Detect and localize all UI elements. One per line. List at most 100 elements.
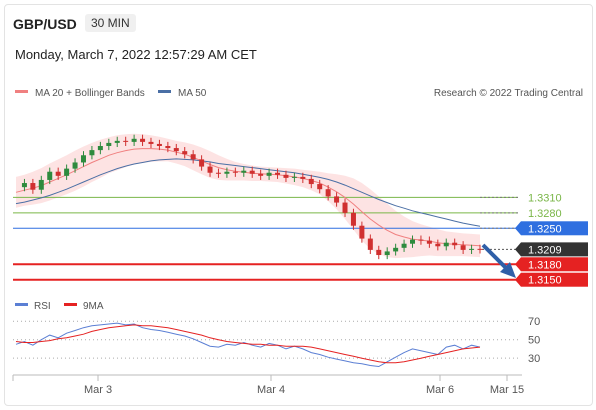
candle-body [123,140,129,142]
rsi-tick-label: 50 [528,335,540,347]
candle-body [249,170,255,174]
label-pointer [515,221,521,236]
x-axis: Mar 3 Mar 4 Mar 6 Mar 15 [12,374,524,396]
chart-datetime: Monday, March 7, 2022 12:57:29 AM CET [15,47,257,62]
candle-body [140,138,146,142]
candle-body [258,173,264,176]
candle-body [384,251,390,256]
candle-body [241,170,247,173]
candle-body [173,148,179,152]
support-label-box [521,257,588,272]
last_price-label-box [521,242,588,257]
candle-body [443,242,449,247]
chart-frame [4,4,593,406]
candle-body [72,162,78,169]
candle-body [165,146,171,149]
ma20-line [15,148,481,247]
ma50-legend-label: MA 50 [178,88,207,99]
candle-body [460,245,466,250]
rsi-legend-swatch [15,303,28,306]
candle-body [47,171,53,180]
rsi-tick-label: 70 [528,316,540,328]
label-pointer [515,257,521,272]
candle-body [275,172,281,175]
candle-body [334,196,340,203]
ma20-legend-label: MA 20 + Bollinger Bands [35,88,145,99]
forecast-arrow-head [500,262,516,278]
research-credit: Research © 2022 Trading Central [434,88,583,99]
label-pointer [515,272,521,287]
candle-body [410,239,416,244]
support-label: 1.3150 [528,275,562,287]
candle-body [207,166,213,173]
rsi-legend: RSI 9MA [15,301,104,312]
candle-body [418,239,424,241]
candle-body [232,171,238,173]
candle-body [477,248,483,250]
candle-body [156,143,162,146]
candle-body [283,174,289,178]
candle-body [224,171,230,174]
pair-title: GBP/USD [13,16,77,32]
support-label-box [521,272,588,287]
rsi-tick-label: 30 [528,353,540,365]
candle-body [21,183,27,188]
candle-body [97,146,103,151]
support-label: 1.3180 [528,259,562,271]
bollinger-band-area [16,133,480,259]
candle-body [359,225,365,239]
ma20-legend-swatch [15,90,28,93]
ma50-line [15,158,481,227]
candle-body [393,247,399,252]
forecast-arrow [481,243,516,278]
label-pointer [515,242,521,257]
candle-body [426,240,432,244]
rsi-panel: 70 50 30 [13,316,540,368]
resistance-label: 1.3310 [528,192,562,204]
resistance-label: 1.3280 [528,208,562,220]
candle-body [325,189,331,197]
candle-body [38,179,44,190]
x-tick-label: Mar 15 [490,384,524,396]
x-tick-label: Mar 6 [426,384,454,396]
forecast-arrow-shaft [481,243,510,272]
price-levels: 1.3310 1.3280 1.3250 1.3209 1.3180 1.3150 [13,192,588,287]
candle-body [55,171,61,176]
ma50-legend-swatch [158,90,171,93]
pivot-label: 1.3250 [528,223,562,235]
x-tick-label: Mar 3 [84,384,112,396]
bollinger-bands [16,133,480,259]
candle-body [376,249,382,256]
timeframe-badge[interactable]: 30 MIN [85,14,136,32]
candle-body [64,168,70,176]
x-tick-label: Mar 4 [257,384,285,396]
candle-body [30,183,36,190]
rsi-ma-line [15,324,481,364]
moving-averages [15,148,481,247]
candle-body [291,176,297,178]
rsi-ma-legend-swatch [64,303,77,306]
main-legend: MA 20 + Bollinger Bands MA 50 Research ©… [15,88,583,99]
candle-body [317,184,323,190]
candle-body [190,154,196,160]
candle-body [469,248,475,250]
candle-body [435,243,441,247]
candle-body [106,142,112,146]
candle-body [148,141,154,144]
candle-body [350,212,356,226]
candle-body [367,238,373,250]
candle-body [266,172,272,176]
pivot-label-box [521,221,588,236]
candle-body [89,150,95,156]
candle-body [215,172,221,174]
last_price-label: 1.3209 [528,244,562,256]
candle-body [114,140,120,143]
candle-body [342,202,348,213]
candle-body [300,176,306,179]
candle-body [199,159,205,167]
candle-body [80,155,86,163]
candle-body [308,178,314,185]
candle-body [452,242,458,246]
